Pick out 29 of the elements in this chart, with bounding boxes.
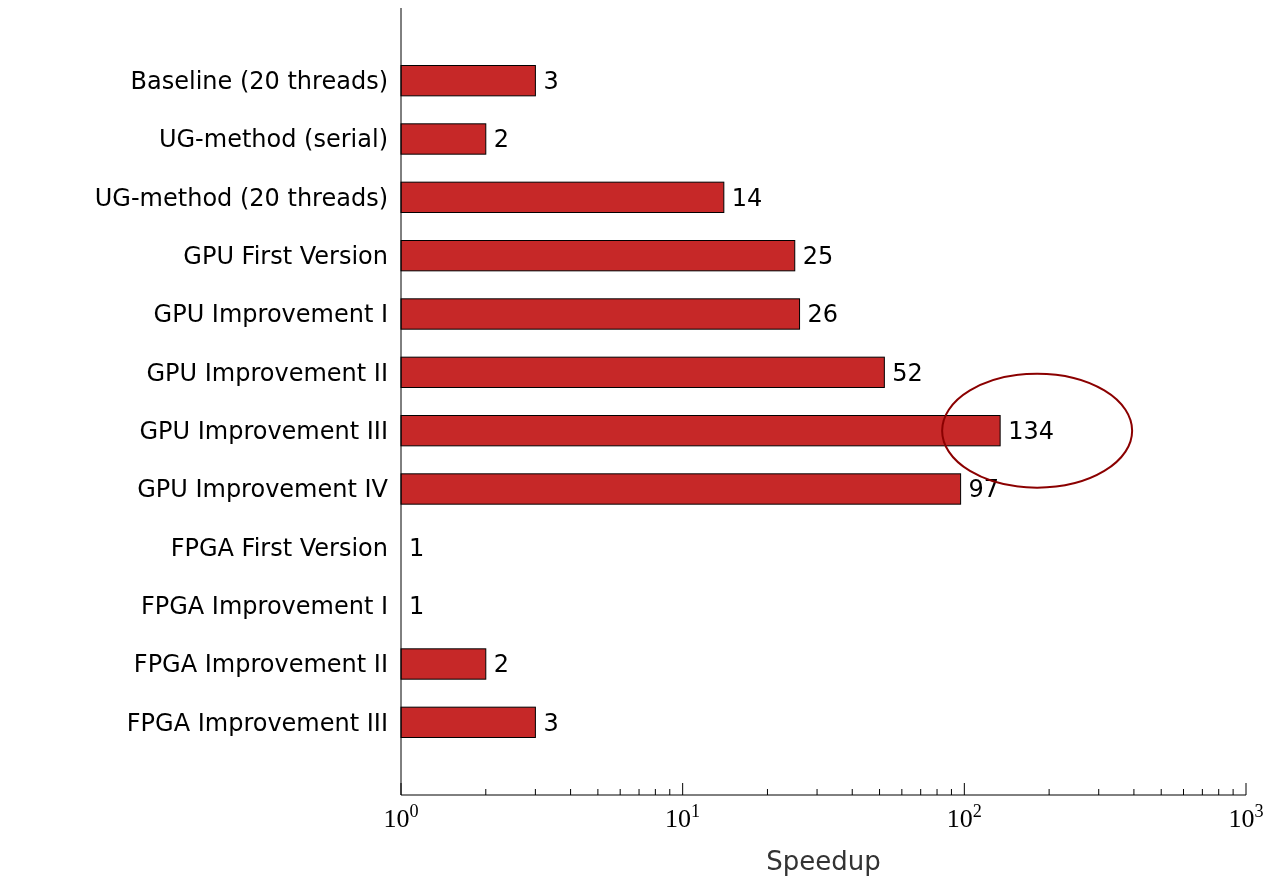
y-tick-label: GPU Improvement II — [146, 358, 388, 387]
data-label: 2 — [493, 125, 510, 154]
x-tick-label: 10$^{0}$ — [383, 801, 419, 833]
y-tick-label: GPU Improvement III — [139, 417, 388, 446]
y-tick-label: FPGA Improvement III — [126, 708, 388, 737]
data-label: 25 — [802, 242, 834, 271]
y-tick-label: FPGA Improvement I — [140, 592, 388, 621]
data-label: 134 — [1008, 417, 1054, 446]
y-tick-label: UG-method (serial) — [158, 125, 388, 154]
y-tick-label: GPU Improvement IV — [137, 475, 389, 504]
x-tick-label: 10$^{1}$ — [665, 801, 701, 833]
data-label: 26 — [807, 300, 839, 329]
x-axis-title: Speedup — [766, 846, 881, 876]
y-tick-label: Baseline (20 threads) — [130, 67, 388, 96]
data-label: 52 — [892, 358, 923, 387]
data-label: 97 — [968, 475, 1000, 504]
data-label: 14 — [731, 183, 763, 212]
data-label: 2 — [493, 650, 510, 679]
data-label: 3 — [543, 67, 559, 96]
y-tick-label: FPGA First Version — [170, 533, 388, 562]
y-tick-label: FPGA Improvement II — [133, 650, 388, 679]
x-tick-label: 10$^{3}$ — [1228, 801, 1264, 833]
data-label: 3 — [543, 708, 559, 737]
y-tick-label: UG-method (20 threads) — [94, 183, 388, 212]
y-tick-label: GPU First Version — [183, 242, 388, 271]
data-label: 1 — [409, 533, 425, 562]
x-tick-label: 10$^{2}$ — [946, 801, 982, 833]
data-label: 1 — [409, 592, 425, 621]
y-tick-label: GPU Improvement I — [153, 300, 388, 329]
